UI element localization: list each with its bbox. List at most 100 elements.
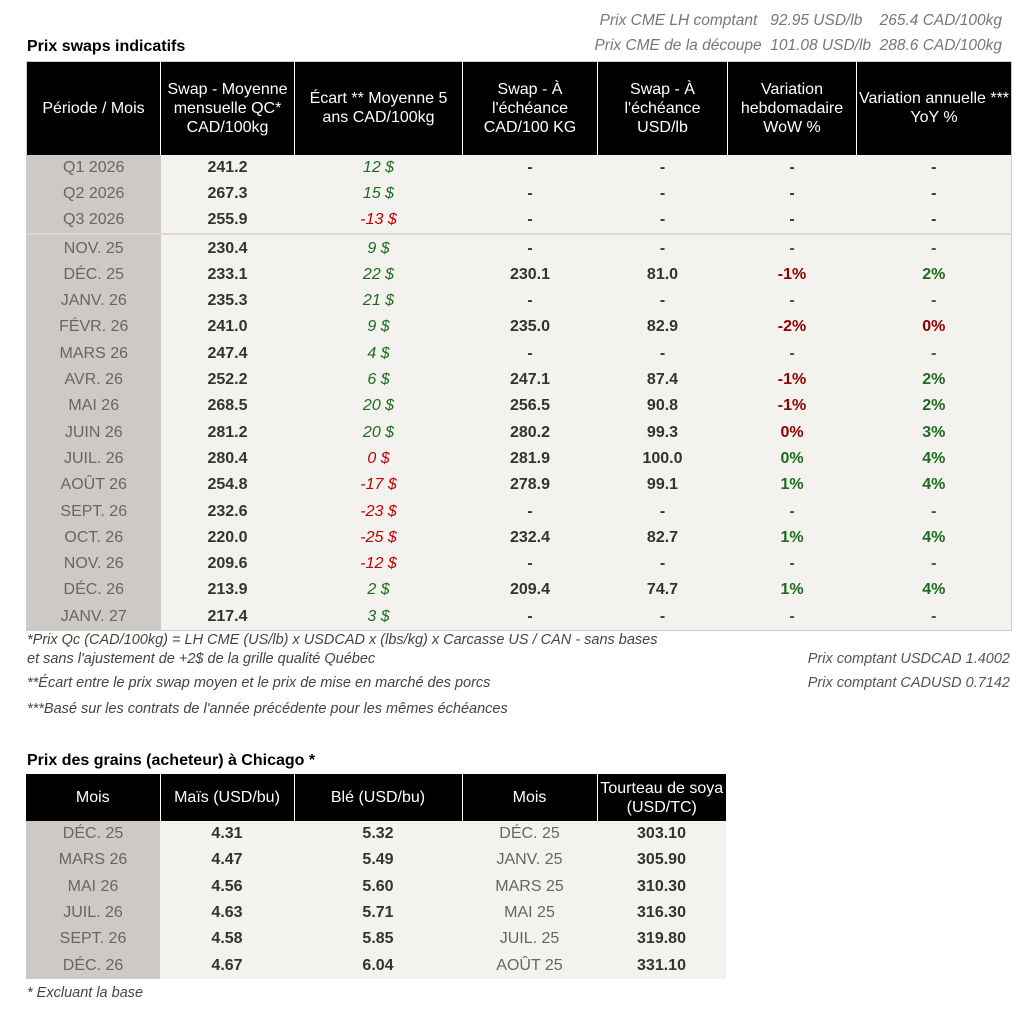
table-row: MARS 26 247.4 4 $ - - - -	[26, 340, 1012, 367]
table-cell: DÉC. 25	[26, 261, 161, 288]
table-cell: JUIL. 26	[26, 445, 161, 473]
table-cell: 9 $	[294, 314, 463, 341]
table-cell: 235.3	[160, 287, 295, 315]
table-cell: 310.30	[597, 873, 726, 900]
grains-footnote: * Excluant la base	[27, 985, 144, 1001]
table-cell: MAI 26	[26, 393, 161, 420]
table-row: DÉC. 26 4.67 6.04 AOÛT 25 331.10	[26, 952, 726, 979]
table-cell: -	[597, 180, 728, 208]
table-cell: -	[462, 154, 598, 181]
column-header: Maïs (USD/bu)	[159, 774, 294, 821]
fx-usdcad: Prix comptant USDCAD 1.4002	[807, 651, 1010, 667]
table-cell: 305.90	[597, 847, 726, 874]
table-cell: -	[856, 340, 1012, 367]
table-row: AVR. 26 252.2 6 $247.1 87.4 -1% 2%	[26, 366, 1012, 394]
table-cell: -	[727, 340, 857, 367]
table-cell: 15 $	[294, 180, 463, 208]
table-row: Q3 2026 255.9 -13 $ - - - -	[26, 207, 1012, 235]
table-row: JUIL. 26 4.63 5.71 MAI 25 316.30	[26, 899, 726, 927]
cme-lh-line: Prix CME LH comptant 92.95 USD/lb 265.4 …	[600, 12, 1002, 30]
table-cell: -	[856, 498, 1012, 525]
table-cell: -	[856, 603, 1012, 631]
table-cell: 267.3	[160, 180, 295, 208]
table-cell: -	[727, 550, 857, 578]
column-header: Mois	[26, 774, 160, 821]
table-row: Q1 2026 241.2 12 $ - - - -	[26, 154, 1012, 181]
table-cell: 331.10	[597, 952, 726, 979]
table-row: JANV. 27 217.4 3 $ - - - -	[26, 603, 1012, 631]
table-cell: 12 $	[294, 154, 463, 181]
table-cell: DÉC. 26	[26, 577, 161, 604]
table-row: MARS 26 4.47 5.49 JANV. 25 305.90	[26, 847, 726, 874]
table-cell: 235.0	[462, 314, 598, 341]
table-cell: MAI 25	[462, 899, 597, 927]
column-header: Écart ** Moyenne 5 ans CAD/100kg	[294, 61, 463, 155]
table-cell: 5.71	[294, 899, 462, 927]
table-cell: -	[462, 550, 598, 578]
table-cell: -	[727, 207, 857, 235]
table-cell: 82.9	[597, 314, 728, 341]
table-cell: AOÛT 25	[462, 952, 597, 979]
table-cell: 4.63	[160, 899, 294, 927]
table-cell: 217.4	[160, 603, 295, 631]
table-cell: 100.0	[597, 445, 728, 473]
table-cell: NOV. 25	[26, 233, 161, 262]
table-cell: -	[462, 498, 598, 525]
table-cell: 6 $	[294, 366, 463, 394]
table-cell: -	[727, 154, 857, 181]
table-cell: 74.7	[597, 577, 728, 604]
table-cell: -	[727, 603, 857, 631]
table-cell: 1%	[727, 472, 857, 499]
table-cell: FÉVR. 26	[26, 314, 161, 341]
table-row: FÉVR. 26 241.0 9 $235.0 82.9 -2% 0%	[26, 314, 1012, 341]
table-cell: -	[462, 233, 598, 262]
column-header: Blé (USD/bu)	[293, 774, 462, 821]
table-cell: -	[597, 154, 728, 181]
cme-lh-usd: 92.95 USD/lb	[770, 12, 863, 29]
table-row: JANV. 26 235.3 21 $ - - - -	[26, 287, 1012, 315]
table-row: DÉC. 26 213.9 2 $209.4 74.7 1% 4%	[26, 577, 1012, 604]
cme-cutout-usd: 101.08 USD/lb	[770, 37, 872, 54]
table-cell: JUIL. 26	[26, 899, 160, 927]
table-row: DÉC. 25 233.1 22 $230.1 81.0 -1% 2%	[26, 261, 1012, 288]
table-cell: 255.9	[160, 207, 295, 235]
table-cell: 213.9	[160, 577, 295, 604]
table-cell: -	[462, 180, 598, 208]
table-cell: 278.9	[462, 472, 598, 499]
table-cell: -	[597, 207, 728, 235]
table-cell: DÉC. 25	[26, 821, 160, 848]
table-cell: JANV. 25	[462, 847, 597, 874]
footnote-formula-cont: et sans l'ajustement de +2$ de la grille…	[27, 651, 376, 667]
table-cell: 82.7	[597, 524, 728, 551]
table-cell: -	[597, 603, 728, 631]
table-cell: 9 $	[294, 233, 463, 262]
swaps-title: Prix swaps indicatifs	[27, 38, 186, 55]
table-cell: 241.2	[160, 154, 295, 181]
table-row: AOÛT 26 254.8 -17 $278.9 99.1 1% 4%	[26, 472, 1012, 499]
cme-cutout-line: Prix CME de la découpe 101.08 USD/lb 288…	[594, 37, 1002, 55]
table-cell: 209.4	[462, 577, 598, 604]
column-header: Variation annuelle *** YoY %	[856, 61, 1012, 155]
table-cell: 87.4	[597, 366, 728, 394]
table-cell: 280.4	[160, 445, 295, 473]
table-cell: -23 $	[294, 498, 463, 525]
footnote-ecart: **Écart entre le prix swap moyen et le p…	[27, 675, 491, 691]
table-cell: 22 $	[294, 261, 463, 288]
table-cell: -	[727, 180, 857, 208]
table-cell: -	[597, 233, 728, 262]
table-cell: MARS 25	[462, 873, 597, 900]
table-cell: SEPT. 26	[26, 926, 160, 953]
table-cell: JANV. 27	[26, 603, 161, 631]
table-cell: 2 $	[294, 577, 463, 604]
table-cell: -17 $	[294, 472, 463, 499]
table-row: Q2 2026 267.3 15 $ - - - -	[26, 180, 1012, 208]
table-row: SEPT. 26 232.6 -23 $ - - - -	[26, 498, 1012, 525]
column-header: Mois	[461, 774, 597, 821]
table-cell: 1%	[727, 577, 857, 604]
table-cell: -	[727, 498, 857, 525]
table-row: NOV. 25 230.4 9 $ - - - -	[26, 233, 1012, 262]
table-cell: -	[727, 287, 857, 315]
table-cell: DÉC. 26	[26, 952, 160, 979]
table-row: SEPT. 26 4.58 5.85 JUIL. 25 319.80	[26, 926, 726, 953]
table-cell: -	[856, 154, 1012, 181]
